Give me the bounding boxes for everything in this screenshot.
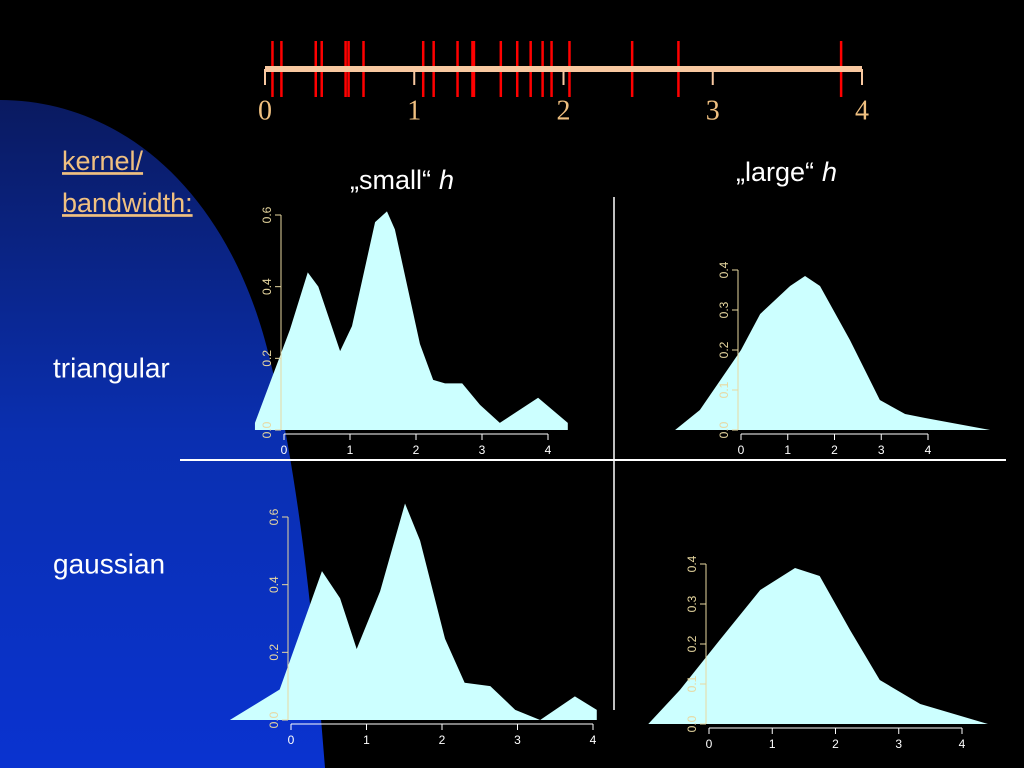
- y-tick-label: 0.2: [260, 350, 274, 367]
- x-tick-label: 2: [557, 95, 571, 126]
- row-label: triangular: [53, 352, 170, 383]
- x-tick-label: 1: [769, 737, 776, 751]
- y-tick-label: 0.1: [717, 381, 731, 398]
- x-tick-label: 4: [590, 733, 597, 747]
- y-tick-label: 0.2: [267, 644, 281, 661]
- x-tick-label: 3: [514, 733, 521, 747]
- y-tick-label: 0.0: [717, 421, 731, 438]
- x-tick-label: 2: [832, 737, 839, 751]
- y-tick-label: 0.3: [717, 301, 731, 318]
- y-tick-label: 0.1: [685, 675, 699, 692]
- y-tick-label: 0.4: [717, 261, 731, 278]
- x-tick-label: 4: [545, 443, 552, 457]
- x-tick-label: 0: [706, 737, 713, 751]
- x-tick-label: 1: [784, 443, 791, 457]
- x-tick-label: 4: [925, 443, 932, 457]
- small-h-label: „small“ h: [350, 165, 454, 195]
- y-tick-label: 0.2: [717, 341, 731, 358]
- h-text: h: [439, 165, 454, 195]
- large-text: „large“: [736, 157, 814, 187]
- x-tick-label: 1: [347, 443, 354, 457]
- large-h-label: „large“ h: [736, 157, 837, 187]
- x-tick-label: 0: [738, 443, 745, 457]
- x-tick-label: 0: [288, 733, 295, 747]
- y-tick-label: 0.4: [685, 555, 699, 572]
- y-tick-label: 0.3: [685, 595, 699, 612]
- x-tick-label: 3: [878, 443, 885, 457]
- x-tick-label: 3: [479, 443, 486, 457]
- y-tick-label: 0.6: [260, 206, 274, 223]
- y-tick-label: 0.0: [260, 421, 274, 438]
- y-tick-label: 0.6: [267, 508, 281, 525]
- x-tick-label: 0: [281, 443, 288, 457]
- blue-swoosh: [0, 100, 325, 768]
- y-tick-label: 0.2: [685, 635, 699, 652]
- density-area: [675, 276, 991, 430]
- x-tick-label: 0: [258, 95, 272, 126]
- h-text: h: [822, 157, 837, 187]
- x-tick-label: 1: [407, 95, 421, 126]
- x-tick-label: 3: [706, 95, 720, 126]
- small-text: „small“: [350, 165, 431, 195]
- y-tick-label: 0.0: [685, 715, 699, 732]
- density-area: [648, 568, 988, 724]
- y-tick-label: 0.4: [260, 278, 274, 295]
- density-area: [254, 211, 568, 430]
- x-tick-label: 3: [895, 737, 902, 751]
- x-tick-label: 2: [831, 443, 838, 457]
- y-tick-label: 0.4: [267, 576, 281, 593]
- x-tick-label: 2: [413, 443, 420, 457]
- x-tick-label: 1: [363, 733, 370, 747]
- density-area: [229, 503, 597, 720]
- kernel-label: kernel/: [62, 146, 144, 176]
- x-tick-label: 2: [439, 733, 446, 747]
- row-label: gaussian: [53, 548, 165, 579]
- y-tick-label: 0.0: [267, 711, 281, 728]
- x-tick-label: 4: [959, 737, 966, 751]
- x-tick-label: 4: [855, 95, 869, 126]
- bandwidth-label: bandwidth:: [62, 188, 193, 218]
